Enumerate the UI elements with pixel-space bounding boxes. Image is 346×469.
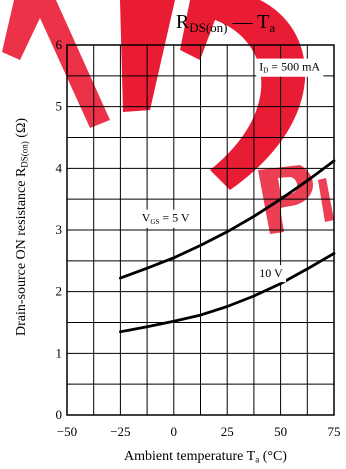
title-text: RDS(on) — Ta (176, 11, 275, 35)
plot-frame (66, 44, 335, 416)
y-tick-label: 2 (56, 284, 63, 299)
x-tick-label: −50 (57, 424, 77, 439)
y-tick-label: 1 (56, 345, 63, 360)
series-label-10v-bg (256, 265, 287, 283)
x-tick-label: 50 (274, 424, 287, 439)
x-axis-label: Ambient temperature Ta (°C) (124, 449, 287, 465)
series-label-vgs5: VGS = 5 V (142, 211, 190, 226)
series-line-1 (119, 159, 336, 280)
series-label-10v: 10 V (259, 266, 283, 280)
x-tick-label: 75 (328, 424, 341, 439)
x-tick-label: 0 (171, 424, 178, 439)
y-tick-label: 0 (56, 407, 63, 422)
x-tick-label: −25 (110, 424, 130, 439)
chart-title: RDS(on) — Ta (176, 11, 275, 35)
y-tick-label: 3 (56, 222, 63, 237)
y-axis-label: Drain-source ON resistance RDS(on) (Ω) (14, 118, 30, 336)
series-line-2 (119, 252, 336, 334)
condition-annotation: ID = 500 mA (259, 60, 320, 75)
series-label-vgs5-bg (138, 209, 193, 228)
y-tick-label: 5 (56, 99, 63, 114)
plot-area: −50 −25 0 25 50 75 0 1 2 3 4 5 6 Ambient temperature … (14, 37, 341, 465)
y-tick-label: 6 (56, 37, 63, 52)
y-tick-label: 4 (56, 160, 63, 175)
condition-annotation-bg (256, 58, 324, 77)
x-tick-label: 25 (221, 424, 234, 439)
